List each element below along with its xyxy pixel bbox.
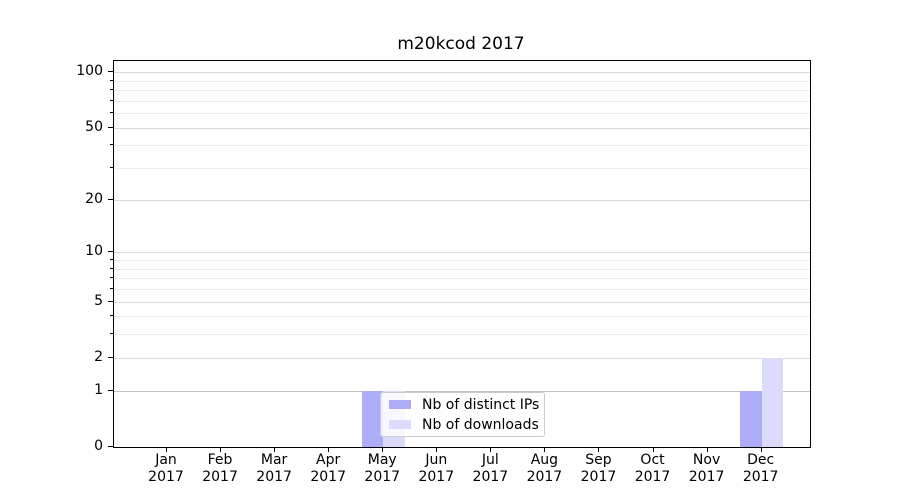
y-tick-label: 50 (85, 118, 103, 135)
x-tick-label-jun: Jun 2017 (418, 452, 455, 485)
y-tick-label: 20 (85, 190, 103, 207)
y-gridline-major (114, 199, 810, 201)
legend-swatch-downloads (389, 420, 411, 429)
x-tick-label-jul: Jul 2017 (472, 452, 509, 485)
y-gridline-minor (114, 80, 810, 82)
y-gridline-minor (114, 334, 810, 336)
x-tick (328, 447, 330, 452)
y-tick-label: 5 (94, 292, 103, 309)
bar-nb-of-downloads-dec (761, 357, 784, 447)
x-tick-label-feb: Feb 2017 (202, 452, 238, 485)
y-minor-tick (110, 267, 113, 269)
y-gridline-minor (114, 90, 810, 92)
y-minor-tick (110, 79, 113, 81)
x-tick (490, 447, 492, 452)
y-minor-tick (110, 315, 113, 317)
x-tick (706, 447, 708, 452)
x-tick (436, 447, 438, 452)
legend-swatch-distinct-ips (389, 400, 411, 409)
y-gridline-major (114, 127, 810, 129)
y-minor-tick (110, 112, 113, 114)
y-tick-label: 1 (94, 381, 103, 398)
x-tick (598, 447, 600, 452)
y-gridline-major (114, 390, 810, 392)
legend-entry-distinct-ips: Nb of distinct IPs (389, 396, 540, 413)
y-gridline-major (114, 252, 810, 254)
x-tick (652, 447, 654, 452)
x-tick-label-may: May 2017 (364, 452, 401, 485)
plot-area (113, 60, 811, 448)
legend-label-downloads: Nb of downloads (422, 416, 539, 433)
y-gridline-major (114, 72, 810, 74)
legend-entry-downloads: Nb of downloads (389, 416, 539, 433)
y-major-tick (108, 251, 113, 253)
x-tick (760, 447, 762, 452)
y-minor-tick (110, 277, 113, 279)
x-tick (544, 447, 546, 452)
x-tick-label-oct: Oct 2017 (634, 452, 671, 485)
y-gridline-minor (114, 168, 810, 170)
y-gridline-minor (114, 268, 810, 270)
y-major-tick (108, 446, 113, 447)
y-major-tick (108, 71, 113, 73)
y-minor-tick (110, 144, 113, 146)
y-minor-tick (110, 259, 113, 261)
y-gridline-minor (114, 260, 810, 262)
y-major-tick (108, 126, 113, 128)
x-tick (382, 447, 384, 452)
y-major-tick (108, 300, 113, 302)
y-major-tick (108, 389, 113, 391)
x-tick-label-nov: Nov 2017 (688, 452, 725, 485)
x-tick (166, 447, 167, 452)
x-tick (274, 447, 276, 452)
x-tick-label-aug: Aug 2017 (526, 452, 563, 485)
bar-nb-of-distinct-ips-may (361, 390, 384, 447)
chart-title: m20kcod 2017 (397, 34, 525, 54)
y-gridline-minor (114, 145, 810, 147)
y-minor-tick (110, 287, 113, 289)
x-tick-label-jan: Jan 2017 (148, 452, 184, 485)
x-tick-label-sep: Sep 2017 (580, 452, 617, 485)
legend-label-distinct-ips: Nb of distinct IPs (422, 396, 540, 413)
y-gridline-minor (114, 316, 810, 318)
legend: Nb of distinct IPs Nb of downloads (380, 392, 545, 437)
y-tick-label: 2 (94, 348, 103, 365)
x-tick (220, 447, 222, 452)
y-gridline-major (114, 301, 810, 303)
y-minor-tick (110, 89, 113, 91)
bar-nb-of-distinct-ips-dec (739, 390, 762, 447)
y-tick-label: 100 (76, 63, 103, 80)
y-tick-label: 10 (85, 243, 103, 260)
y-gridline-minor (114, 288, 810, 290)
y-minor-tick (110, 99, 113, 101)
y-tick-label: 0 (94, 438, 103, 454)
y-major-tick (108, 198, 113, 200)
x-tick-label-apr: Apr 2017 (310, 452, 346, 485)
y-gridline-minor (114, 113, 810, 115)
y-minor-tick (110, 167, 113, 169)
y-major-tick (108, 356, 113, 358)
y-gridline-minor (114, 278, 810, 280)
x-tick-label-dec: Dec 2017 (742, 452, 779, 485)
y-minor-tick (110, 333, 113, 335)
y-gridline-minor (114, 100, 810, 102)
x-tick-label-mar: Mar 2017 (256, 452, 292, 485)
y-gridline-major (114, 357, 810, 359)
